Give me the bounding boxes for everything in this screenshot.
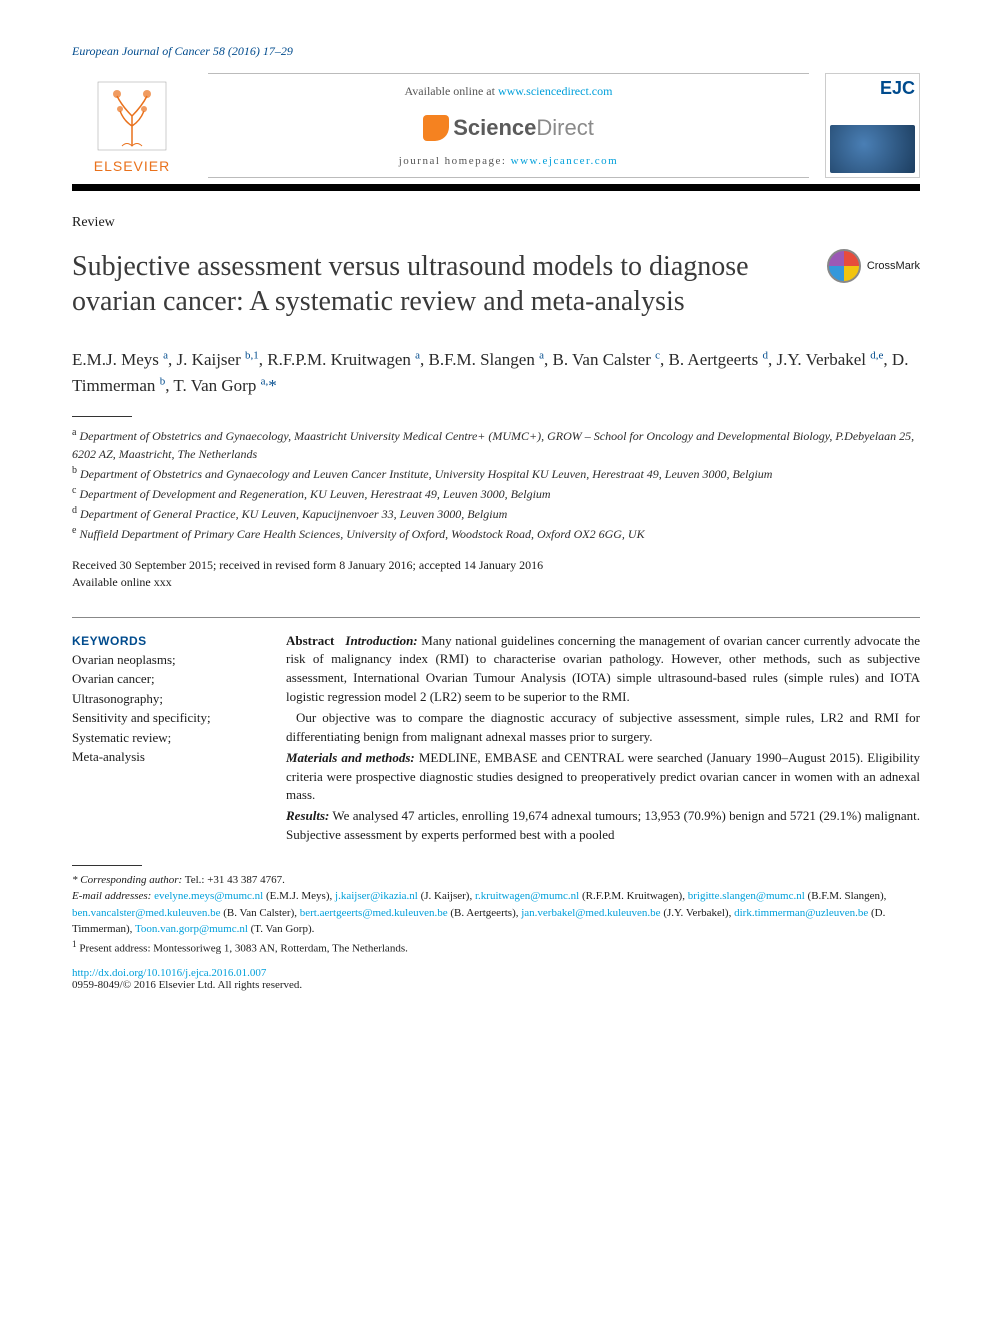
elsevier-wordmark: ELSEVIER <box>94 158 170 174</box>
masthead: ELSEVIER Available online at www.science… <box>72 73 920 178</box>
journal-reference: European Journal of Cancer 58 (2016) 17–… <box>72 44 920 59</box>
sd-brand-b: Direct <box>536 115 593 140</box>
email-link[interactable]: dirk.timmerman@uzleuven.be <box>734 907 868 919</box>
sciencedirect-link[interactable]: www.sciencedirect.com <box>498 84 613 98</box>
email-link[interactable]: ben.vancalster@med.kuleuven.be <box>72 907 221 919</box>
email-link[interactable]: r.kruitwagen@mumc.nl <box>475 890 579 902</box>
email-link[interactable]: brigitte.slangen@mumc.nl <box>688 890 805 902</box>
email-addresses: E-mail addresses: evelyne.meys@mumc.nl (… <box>72 888 920 938</box>
affiliation-a: a Department of Obstetrics and Gynaecolo… <box>72 425 920 463</box>
journal-cover-thumbnail[interactable]: EJC <box>825 73 920 178</box>
sd-swoosh-icon <box>423 115 449 141</box>
affiliation-d: d Department of General Practice, KU Leu… <box>72 503 920 523</box>
footnotes: * Corresponding author: Tel.: +31 43 387… <box>72 872 920 957</box>
article-dates: Received 30 September 2015; received in … <box>72 557 920 591</box>
journal-homepage: journal homepage: www.ejcancer.com <box>399 155 619 167</box>
cover-abbrev: EJC <box>826 74 919 121</box>
affiliation-e: e Nuffield Department of Primary Care He… <box>72 523 920 543</box>
affiliations: a Department of Obstetrics and Gynaecolo… <box>72 425 920 543</box>
keywords-box: KEYWORDS Ovarian neoplasms;Ovarian cance… <box>72 632 262 847</box>
affiliation-divider <box>72 416 132 417</box>
body-columns: KEYWORDS Ovarian neoplasms;Ovarian cance… <box>72 632 920 847</box>
methods-heading: Materials and methods: <box>286 750 415 765</box>
affiliation-b: b Department of Obstetrics and Gynaecolo… <box>72 463 920 483</box>
available-online: Available online at www.sciencedirect.co… <box>405 84 613 99</box>
results-text: We analysed 47 articles, enrolling 19,67… <box>286 808 920 842</box>
elsevier-logo[interactable]: ELSEVIER <box>72 73 192 178</box>
crossmark-label: CrossMark <box>867 260 920 272</box>
doi-link[interactable]: http://dx.doi.org/10.1016/j.ejca.2016.01… <box>72 967 920 979</box>
footnote-divider <box>72 865 142 866</box>
email-link[interactable]: j.kaijser@ikazia.nl <box>335 890 418 902</box>
online-date: Available online xxx <box>72 574 920 591</box>
sd-wordmark: ScienceDirect <box>453 115 594 141</box>
available-online-prefix: Available online at <box>405 84 498 98</box>
article-title: Subjective assessment versus ultrasound … <box>72 249 807 319</box>
crossmark-icon <box>827 249 861 283</box>
homepage-prefix: journal homepage: <box>399 155 511 167</box>
results-heading: Results: <box>286 808 329 823</box>
header-center: Available online at www.sciencedirect.co… <box>208 73 809 178</box>
body-divider <box>72 617 920 618</box>
sciencedirect-logo[interactable]: ScienceDirect <box>423 115 594 141</box>
crossmark-badge[interactable]: CrossMark <box>827 249 920 283</box>
header-divider-bar <box>72 184 920 191</box>
homepage-link[interactable]: www.ejcancer.com <box>511 155 619 167</box>
abstract-label: Abstract <box>286 633 334 648</box>
keywords-heading: KEYWORDS <box>72 632 262 650</box>
email-link[interactable]: Toon.van.gorp@mumc.nl <box>135 923 248 935</box>
issn-copyright: 0959-8049/© 2016 Elsevier Ltd. All right… <box>72 979 920 991</box>
objective-text: Our objective was to compare the diagnos… <box>286 709 920 747</box>
abstract: Abstract Introduction: Many national gui… <box>286 632 920 847</box>
elsevier-tree-icon <box>92 76 172 156</box>
sd-brand-a: Science <box>453 115 536 140</box>
article-type: Review <box>72 215 920 231</box>
affiliation-c: c Department of Development and Regenera… <box>72 483 920 503</box>
email-link[interactable]: jan.verbakel@med.kuleuven.be <box>521 907 660 919</box>
email-link[interactable]: evelyne.meys@mumc.nl <box>154 890 263 902</box>
keywords-list: Ovarian neoplasms;Ovarian cancer;Ultraso… <box>72 650 262 767</box>
received-date: Received 30 September 2015; received in … <box>72 557 920 574</box>
author-list: E.M.J. Meys a, J. Kaijser b,1, R.F.P.M. … <box>72 347 920 398</box>
present-address: 1 Present address: Montessoriweg 1, 3083… <box>72 938 920 957</box>
cover-image-icon <box>830 125 915 173</box>
email-link[interactable]: bert.aertgeerts@med.kuleuven.be <box>300 907 448 919</box>
intro-heading: Introduction: <box>345 633 417 648</box>
corresponding-author: * Corresponding author: Tel.: +31 43 387… <box>72 872 920 889</box>
